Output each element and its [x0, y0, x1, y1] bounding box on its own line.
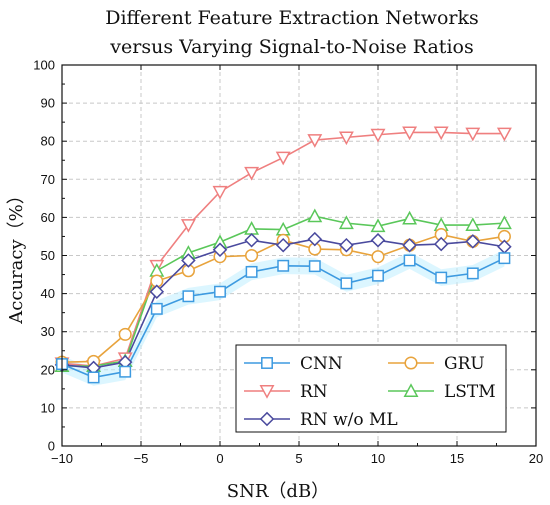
x-tick-labels: −10 −5 0 5 10 15 20 — [51, 451, 543, 466]
data-point-rn — [433, 126, 449, 141]
data-point-rn — [275, 151, 291, 166]
data-point-lstm — [465, 217, 481, 231]
y-tick-label: 20 — [41, 362, 55, 377]
data-point-cnn — [245, 265, 258, 278]
legend-marker-rn — [259, 385, 275, 399]
data-point-lstm — [370, 218, 386, 233]
legend: CNN GRU RN LSTM RN w/o ML — [235, 344, 507, 433]
data-point-rn-w-o-ml — [497, 239, 512, 254]
x-tick-label: 20 — [529, 451, 543, 466]
data-point-rn-w-o-ml — [465, 234, 481, 249]
data-point-cnn — [340, 277, 353, 290]
data-point-cnn — [214, 285, 226, 298]
axis-ticks — [61, 64, 537, 447]
data-point-rn — [338, 131, 354, 146]
x-axis-label: SNR（dB） — [227, 481, 329, 502]
data-point-rn — [370, 128, 386, 143]
data-point-lstm — [149, 262, 165, 277]
y-tick-label: 0 — [48, 439, 55, 454]
data-point-rn — [402, 126, 418, 141]
data-point-rn-w-o-ml — [339, 237, 354, 253]
legend-marker-gru — [404, 356, 418, 370]
x-tick-label: 15 — [450, 451, 464, 466]
data-point-rn — [212, 185, 228, 200]
data-point-cnn — [277, 259, 290, 272]
data-point-rn-w-o-ml — [433, 236, 449, 252]
x-tick-label: −5 — [134, 451, 149, 466]
data-point-lstm — [307, 208, 323, 223]
legend-box — [235, 344, 507, 433]
y-tick-label: 60 — [41, 210, 55, 225]
x-tick-label: 10 — [371, 451, 385, 466]
data-point-rn-w-o-ml — [149, 284, 165, 299]
error-bands — [62, 249, 505, 386]
data-point-cnn — [372, 269, 384, 282]
x-tick-label: 5 — [295, 451, 302, 466]
legend-label-lstm: LSTM — [444, 382, 496, 402]
y-tick-label: 30 — [41, 324, 55, 339]
legend-label-cnn: CNN — [300, 354, 343, 374]
series-line-gru — [61, 233, 505, 363]
data-point-rn-w-o-ml — [244, 232, 259, 248]
y-tick-labels: 0 10 20 30 40 50 60 70 80 90 100 — [33, 58, 55, 454]
y-tick-label: 10 — [41, 400, 55, 415]
cnn-band — [62, 249, 505, 386]
data-point-rn — [244, 166, 260, 181]
data-point-lstm — [338, 215, 354, 230]
legend-label-rn: RN — [300, 382, 328, 402]
data-point-gru — [371, 250, 385, 264]
data-point-cnn — [466, 267, 479, 280]
data-point-rn — [180, 219, 196, 233]
y-tick-label: 80 — [41, 134, 55, 149]
data-point-cnn — [435, 271, 448, 284]
y-tick-label: 70 — [41, 172, 55, 187]
x-tick-label: 0 — [216, 451, 223, 466]
x-tick-label: −10 — [51, 451, 73, 466]
chart-title-line-1: Different Feature Extraction Networks — [105, 7, 479, 29]
data-point-rn-w-o-ml — [212, 242, 228, 258]
data-point-gru — [118, 327, 132, 341]
y-tick-label: 50 — [41, 248, 55, 263]
y-tick-label: 40 — [41, 286, 55, 301]
y-axis-label: Accuracy（%） — [6, 186, 27, 324]
data-point-rn — [307, 134, 323, 148]
series-markers — [54, 126, 512, 384]
data-point-lstm — [496, 215, 512, 230]
y-tick-label: 100 — [33, 58, 55, 73]
data-point-lstm — [402, 210, 418, 225]
data-point-cnn — [308, 260, 321, 273]
legend-label-gru: GRU — [444, 354, 485, 374]
data-point-cnn — [403, 254, 416, 267]
data-point-rn — [496, 127, 512, 142]
series-lines — [61, 131, 505, 379]
data-point-rn-w-o-ml — [307, 231, 323, 247]
data-point-cnn — [498, 252, 511, 265]
legend-marker-rn-w-o-ml — [259, 411, 275, 427]
chart-title-line-2: versus Varying Signal-to-Noise Ratios — [109, 36, 473, 58]
data-point-gru — [245, 248, 259, 263]
data-point-rn — [465, 127, 481, 142]
data-point-rn-w-o-ml — [181, 253, 196, 268]
data-point-rn-w-o-ml — [402, 237, 417, 253]
legend-label-rn-w-o-ml: RN w/o ML — [300, 410, 398, 430]
y-tick-label: 90 — [41, 96, 55, 111]
legend-marker-lstm — [403, 383, 419, 397]
data-point-rn-w-o-ml — [370, 232, 386, 248]
data-point-cnn — [87, 371, 100, 384]
data-point-cnn — [182, 290, 195, 303]
data-point-cnn — [150, 302, 163, 315]
data-point-cnn — [119, 365, 132, 378]
legend-marker-cnn — [261, 357, 273, 369]
data-point-rn-w-o-ml — [275, 237, 291, 253]
